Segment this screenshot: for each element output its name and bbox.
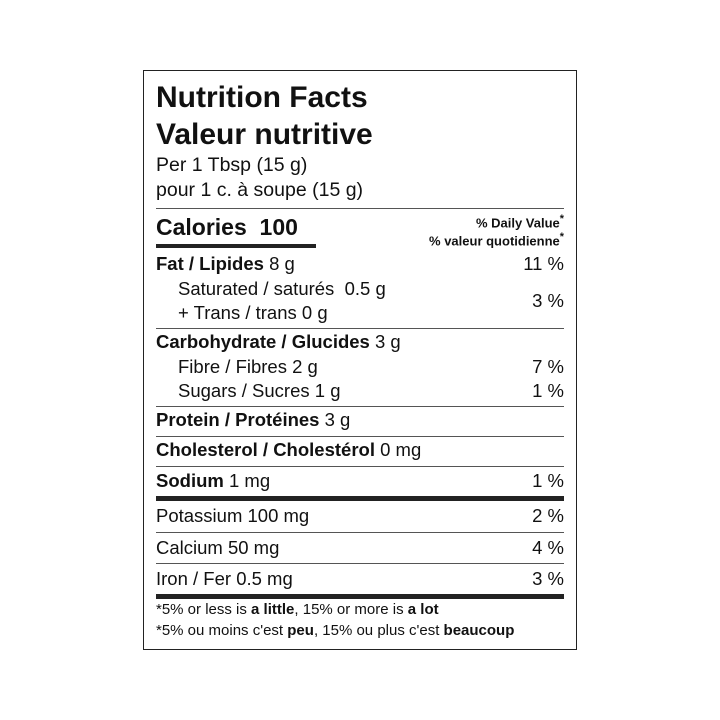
serving-size-en: Per 1 Tbsp (15 g): [156, 154, 308, 176]
row-sodium: Sodium 1 mg: [156, 470, 271, 491]
dv-sat-trans: 3 %: [532, 290, 564, 311]
divider: [156, 532, 564, 533]
row-sugars: Sugars / Sucres 1 g: [178, 380, 341, 401]
footnote-en: *5% or less is a little, 15% or more is …: [156, 601, 439, 618]
calories-label: Calories: [156, 214, 247, 240]
calories: Calories 100: [156, 216, 298, 239]
dv-iron: 3 %: [532, 568, 564, 589]
row-calcium: Calcium 50 mg: [156, 537, 280, 558]
row-fibre: Fibre / Fibres 2 g: [178, 356, 318, 377]
row-saturated: Saturated / saturés 0.5 g: [178, 278, 386, 299]
dv-sugars: 1 %: [532, 380, 564, 401]
divider: [156, 436, 564, 437]
row-carbohydrate: Carbohydrate / Glucides 3 g: [156, 331, 401, 352]
row-fat: Fat / Lipides 8 g: [156, 253, 295, 274]
serving-size-fr: pour 1 c. à soupe (15 g): [156, 179, 364, 201]
thick-divider: [156, 496, 564, 501]
footnote-fr: *5% ou moins c'est peu, 15% ou plus c'es…: [156, 622, 515, 639]
calories-value: 100: [259, 214, 298, 240]
divider: [156, 208, 564, 209]
divider: [156, 406, 564, 407]
dv-calcium: 4 %: [532, 537, 564, 558]
title-fr: Valeur nutritive: [156, 118, 373, 151]
row-iron: Iron / Fer 0.5 mg: [156, 568, 293, 589]
dv-fibre: 7 %: [532, 356, 564, 377]
thick-divider: [156, 594, 564, 599]
nutrition-facts-label: Nutrition Facts Valeur nutritive Per 1 T…: [143, 70, 577, 650]
divider: [156, 328, 564, 329]
row-potassium: Potassium 100 mg: [156, 505, 310, 526]
title-en: Nutrition Facts: [156, 81, 368, 114]
dv-header-en: % Daily Value*: [475, 213, 564, 231]
calories-underline: [156, 244, 316, 248]
divider: [156, 563, 564, 564]
dv-header-fr: % valeur quotidienne*: [429, 231, 564, 249]
dv-fat: 11 %: [523, 253, 564, 274]
row-trans: + Trans / trans 0 g: [178, 302, 328, 323]
divider: [156, 466, 564, 467]
row-protein: Protein / Protéines 3 g: [156, 409, 351, 430]
dv-sodium: 1 %: [532, 470, 564, 491]
row-cholesterol: Cholesterol / Cholestérol 0 mg: [156, 439, 422, 460]
dv-potassium: 2 %: [532, 505, 564, 526]
